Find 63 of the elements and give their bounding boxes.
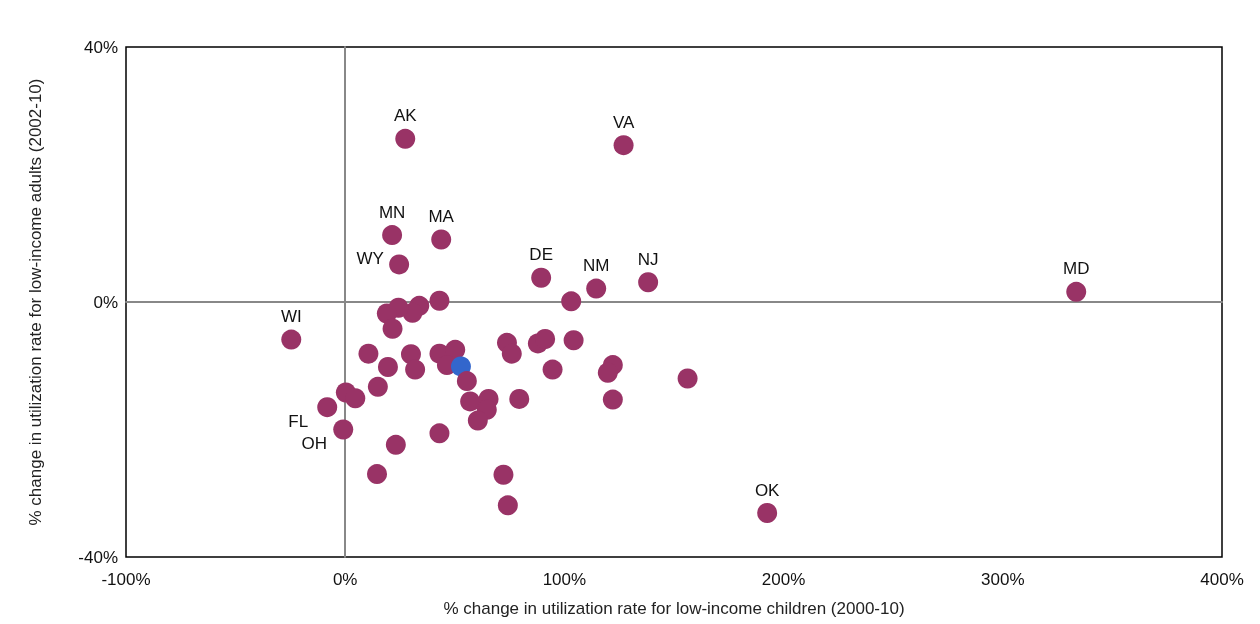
y-tick-label: 0%	[93, 292, 118, 312]
y-axis-title: % change in utilization rate for low-income adults (2002-10)	[25, 78, 45, 526]
point	[400, 344, 421, 365]
point	[501, 343, 522, 364]
annotation: OH	[301, 434, 327, 453]
annotation: VA	[612, 112, 635, 132]
annotation: MN	[378, 202, 406, 222]
annotation: MA	[428, 207, 455, 227]
point	[586, 278, 607, 299]
point	[429, 290, 450, 311]
point	[389, 254, 410, 275]
point	[385, 434, 406, 455]
x-tick-label: -100%	[101, 570, 151, 589]
point	[382, 318, 403, 339]
point	[377, 357, 398, 378]
point	[281, 329, 302, 350]
point	[376, 303, 397, 324]
annotation: DE	[529, 245, 553, 265]
x-tick-label: 200%	[761, 570, 806, 589]
point	[497, 495, 518, 516]
point	[535, 328, 556, 349]
point	[431, 229, 452, 250]
point	[531, 267, 552, 288]
point	[367, 464, 387, 485]
point	[509, 388, 530, 409]
point	[460, 391, 481, 412]
point	[561, 291, 582, 312]
point	[358, 343, 379, 364]
x-tick-label: 100%	[542, 570, 587, 589]
y-tick-label: -40%	[78, 547, 118, 567]
annotation: WI	[280, 307, 302, 327]
point	[493, 464, 514, 485]
point	[456, 371, 477, 392]
point	[638, 272, 659, 293]
x-tick-label: 0%	[332, 570, 358, 589]
x-axis-title: % change in utilization rate for low-income children (2000-10)	[443, 598, 905, 618]
point	[317, 397, 338, 418]
point	[333, 419, 354, 440]
annotation: NJ	[637, 249, 659, 269]
annotation: MD	[1063, 259, 1090, 279]
point	[367, 376, 388, 397]
point	[677, 368, 698, 389]
point	[345, 388, 366, 409]
point	[563, 330, 584, 351]
point	[602, 389, 623, 410]
annotation: WY	[356, 248, 384, 268]
point	[542, 359, 563, 380]
point	[597, 362, 618, 383]
annotation: NM	[582, 256, 610, 276]
annotation: OK	[754, 480, 781, 500]
annotation: AK	[393, 106, 418, 126]
point	[429, 423, 450, 444]
point	[382, 225, 403, 246]
point	[1066, 281, 1087, 302]
point	[395, 128, 416, 149]
point	[757, 503, 778, 524]
point	[405, 359, 426, 380]
x-tick-label: 300%	[981, 570, 1025, 589]
annotation: FL	[288, 411, 309, 431]
y-tick-label: 40%	[83, 37, 118, 57]
point	[613, 135, 634, 156]
x-tick-label: 400%	[1200, 570, 1244, 589]
point	[467, 410, 488, 431]
